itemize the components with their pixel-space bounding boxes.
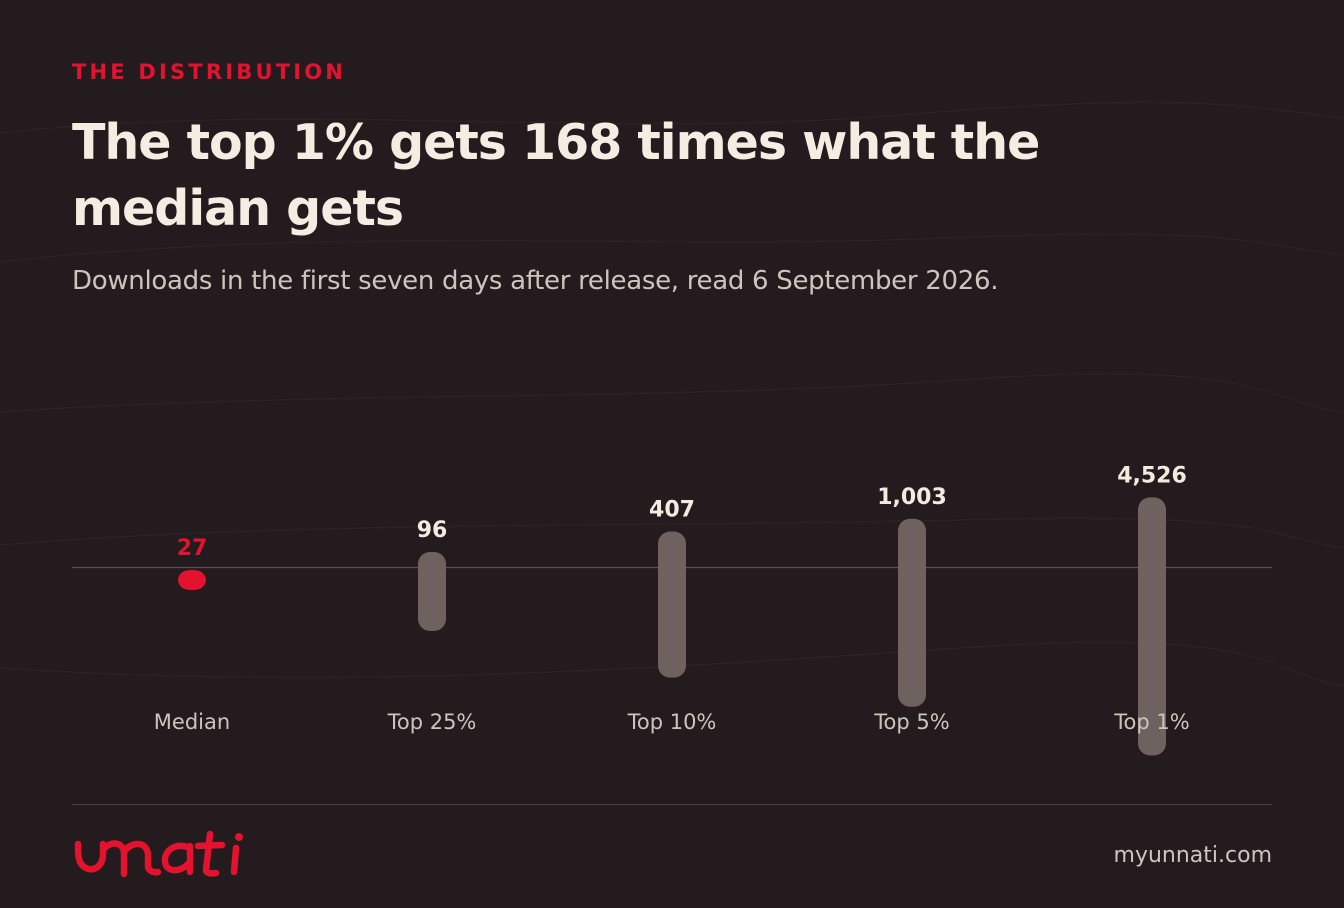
value-label-top-1: 4,526 xyxy=(1117,463,1187,488)
bar-top-10 xyxy=(658,531,686,678)
chart-title: The top 1% gets 168 times what the media… xyxy=(72,114,1040,237)
eyebrow: THE DISTRIBUTION xyxy=(72,60,347,84)
bar-top-5 xyxy=(898,518,926,707)
bar-median xyxy=(178,570,206,590)
bar-top-1 xyxy=(1138,497,1166,756)
value-label-top-10: 407 xyxy=(649,498,695,523)
category-label-top-5: Top 5% xyxy=(873,710,949,734)
chart-subtitle: Downloads in the first seven days after … xyxy=(72,266,999,296)
category-label-top-10: Top 10% xyxy=(627,710,717,734)
value-label-top-25: 96 xyxy=(417,518,448,543)
value-label-top-5: 1,003 xyxy=(877,485,947,510)
category-label-median: Median xyxy=(154,710,230,734)
category-label-top-1: Top 1% xyxy=(1113,710,1189,734)
unnati-logo[interactable] xyxy=(72,828,262,888)
category-label-top-25: Top 25% xyxy=(387,710,477,734)
site-url[interactable]: myunnati.com xyxy=(1113,843,1272,868)
footer-divider xyxy=(72,804,1272,805)
value-label-median: 27 xyxy=(177,536,208,561)
bar-top-25 xyxy=(418,552,446,631)
